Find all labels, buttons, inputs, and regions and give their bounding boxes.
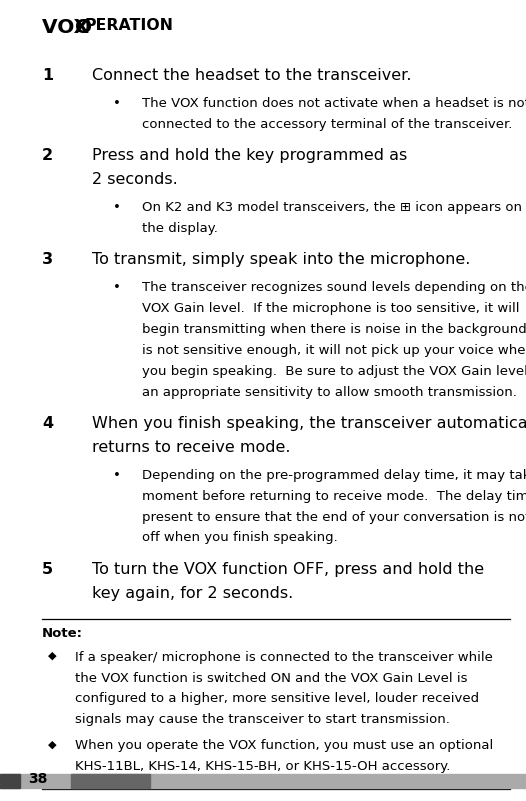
Bar (0, 774, 526, 788)
Text: To turn the VOX function OFF, press and hold the: To turn the VOX function OFF, press and … (92, 562, 489, 577)
Text: VOX: VOX (42, 18, 96, 38)
Text: returns to receive mode.: returns to receive mode. (92, 440, 290, 455)
Text: KHS-11BL, KHS-14, KHS-15-BH, or KHS-15-OH accessory.: KHS-11BL, KHS-14, KHS-15-BH, or KHS-15-O… (75, 760, 450, 773)
Text: is not sensitive enough, it will not pick up your voice when: is not sensitive enough, it will not pic… (142, 344, 526, 357)
Text: you begin speaking.  Be sure to adjust the VOX Gain level to: you begin speaking. Be sure to adjust th… (142, 364, 526, 378)
Text: PERATION: PERATION (84, 18, 173, 34)
Text: ◆: ◆ (48, 650, 57, 661)
Text: •: • (113, 201, 121, 214)
Text: When you finish speaking, the transceiver automatically: When you finish speaking, the transceive… (92, 416, 526, 431)
Text: •: • (113, 97, 121, 110)
Text: When you operate the VOX function, you must use an optional: When you operate the VOX function, you m… (75, 739, 493, 752)
Text: present to ensure that the end of your conversation is not cut: present to ensure that the end of your c… (142, 510, 526, 524)
Text: the display.: the display. (142, 222, 218, 235)
Text: off when you finish speaking.: off when you finish speaking. (142, 531, 338, 545)
Text: Note:: Note: (42, 627, 83, 640)
Text: signals may cause the transceiver to start transmission.: signals may cause the transceiver to sta… (75, 713, 450, 727)
Text: 4: 4 (42, 416, 53, 431)
Text: On K2 and K3 model transceivers, the ⊞ icon appears on: On K2 and K3 model transceivers, the ⊞ i… (142, 201, 522, 214)
Text: •: • (113, 469, 121, 482)
Text: Connect the headset to the transceiver.: Connect the headset to the transceiver. (92, 68, 411, 83)
Text: 2: 2 (42, 148, 53, 163)
Text: If a speaker/ microphone is connected to the transceiver while: If a speaker/ microphone is connected to… (75, 650, 492, 664)
Text: 2 seconds.: 2 seconds. (92, 172, 178, 187)
Text: VOX Gain level.  If the microphone is too sensitive, it will: VOX Gain level. If the microphone is too… (142, 302, 520, 316)
Text: 5: 5 (42, 562, 53, 577)
Text: The transceiver recognizes sound levels depending on the: The transceiver recognizes sound levels … (142, 281, 526, 295)
Text: begin transmitting when there is noise in the background.  If it: begin transmitting when there is noise i… (142, 323, 526, 336)
Text: The VOX function does not activate when a headset is not: The VOX function does not activate when … (142, 97, 526, 110)
Text: configured to a higher, more sensitive level, louder received: configured to a higher, more sensitive l… (75, 692, 479, 706)
Text: connected to the accessory terminal of the transceiver.: connected to the accessory terminal of t… (142, 118, 512, 131)
Text: •: • (113, 281, 121, 295)
Text: O: O (75, 18, 93, 38)
Bar (71, 774, 150, 788)
Text: moment before returning to receive mode.  The delay time is: moment before returning to receive mode.… (142, 489, 526, 503)
Text: Press and hold the key programmed as: Press and hold the key programmed as (92, 148, 412, 163)
Text: ◆: ◆ (48, 739, 57, 749)
Text: 1: 1 (42, 68, 53, 83)
Bar (0, 774, 20, 788)
Text: the VOX function is switched ON and the VOX Gain Level is: the VOX function is switched ON and the … (75, 671, 467, 685)
Text: Depending on the pre-programmed delay time, it may take a: Depending on the pre-programmed delay ti… (142, 469, 526, 482)
Text: key again, for 2 seconds.: key again, for 2 seconds. (92, 586, 294, 601)
Text: To transmit, simply speak into the microphone.: To transmit, simply speak into the micro… (92, 252, 470, 268)
Text: 3: 3 (42, 252, 53, 268)
Text: an appropriate sensitivity to allow smooth transmission.: an appropriate sensitivity to allow smoo… (142, 385, 517, 399)
Text: 38: 38 (28, 772, 47, 786)
